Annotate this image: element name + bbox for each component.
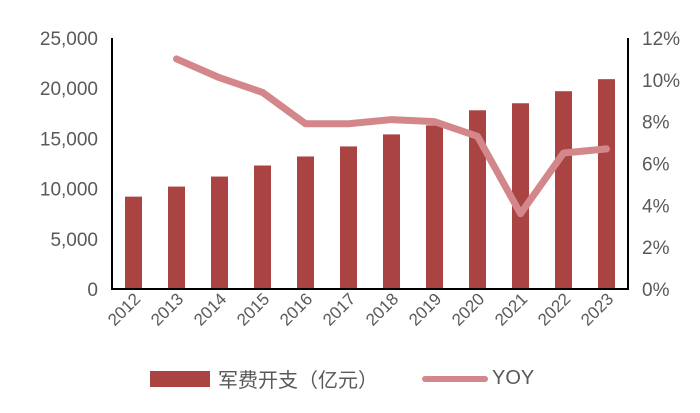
bar-series — [125, 79, 615, 290]
x-tick-label: 2016 — [276, 289, 316, 329]
legend-item-bar: 军费开支（亿元） — [150, 364, 378, 393]
right-tick-label: 6% — [642, 155, 670, 176]
line-swatch-icon — [422, 375, 488, 382]
x-tick-label: 2020 — [448, 289, 488, 329]
right-tick-label: 2% — [642, 238, 670, 259]
right-axis-ticks: 0% 2% 4% 6% 8% 10% 12% — [642, 29, 680, 301]
x-tick-label: 2013 — [147, 289, 187, 329]
left-tick-label: 5,000 — [50, 230, 98, 251]
x-tick-label: 2018 — [362, 289, 402, 329]
x-tick-label: 2023 — [577, 289, 617, 329]
bar — [383, 134, 400, 289]
x-tick-label: 2012 — [104, 289, 144, 329]
bar-swatch-icon — [150, 370, 210, 387]
legend-line-label: YOY — [492, 367, 535, 389]
x-tick-label: 2017 — [319, 289, 359, 329]
bar — [168, 186, 185, 289]
right-tick-label: 8% — [642, 113, 670, 134]
yoy-line — [173, 55, 610, 218]
right-tick-label: 10% — [642, 71, 680, 92]
legend-item-line: YOY — [378, 367, 534, 390]
right-tick-label: 0% — [642, 280, 670, 301]
left-tick-label: 10,000 — [40, 180, 98, 201]
bar — [211, 176, 228, 289]
bar — [426, 125, 443, 290]
x-tick-label: 2022 — [534, 289, 574, 329]
bar — [297, 156, 314, 289]
bar — [469, 110, 486, 290]
right-tick-label: 4% — [642, 196, 670, 217]
legend-bar-label: 军费开支（亿元） — [218, 370, 378, 392]
left-tick-label: 0 — [87, 280, 98, 301]
left-axis-ticks: 0 5,000 10,000 15,000 20,000 25,000 — [40, 29, 98, 301]
x-tick-label: 2014 — [190, 289, 230, 329]
x-tick-label: 2015 — [233, 289, 273, 329]
left-tick-label: 25,000 — [40, 29, 98, 50]
left-tick-label: 15,000 — [40, 129, 98, 150]
x-tick-label: 2019 — [405, 289, 445, 329]
bar — [125, 196, 142, 289]
bar — [555, 91, 572, 289]
right-tick-label: 12% — [642, 29, 680, 50]
x-tick-label: 2021 — [491, 289, 531, 329]
bar — [512, 103, 529, 289]
bar — [598, 79, 615, 289]
x-axis-ticks: 2012 2013 2014 2015 2016 2017 2018 2019 2020 2021… — [104, 289, 617, 329]
legend: 军费开支（亿元） YOY — [150, 364, 534, 393]
bar — [254, 165, 271, 289]
bar — [340, 146, 357, 289]
left-tick-label: 20,000 — [40, 79, 98, 100]
